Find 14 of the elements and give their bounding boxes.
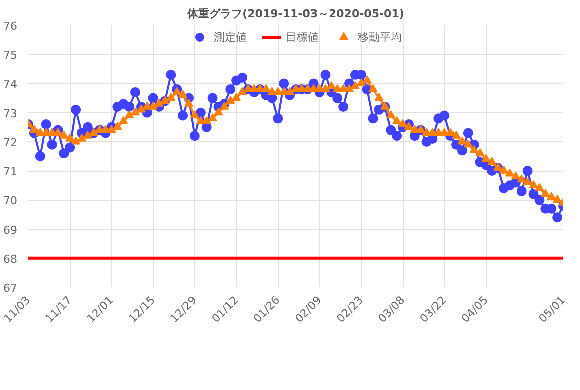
y-tick-label: 71 (4, 166, 18, 179)
chart-title: 体重グラフ(2019-11-03～2020-05-01) (186, 8, 404, 20)
y-tick-label: 67 (4, 282, 18, 295)
y-tick-label: 69 (4, 224, 18, 237)
y-tick-label: 70 (4, 194, 18, 208)
legend-label: 移動平均 (358, 30, 402, 44)
legend-label: 測定値 (214, 30, 247, 44)
y-tick-label: 76 (4, 20, 18, 33)
y-tick-label: 75 (4, 49, 18, 62)
legend-label: 目標値 (286, 30, 319, 44)
y-tick-label: 72 (4, 136, 18, 150)
y-tick-label: 73 (4, 107, 18, 120)
y-tick-label: 68 (4, 252, 18, 266)
y-tick-label: 74 (4, 78, 18, 92)
